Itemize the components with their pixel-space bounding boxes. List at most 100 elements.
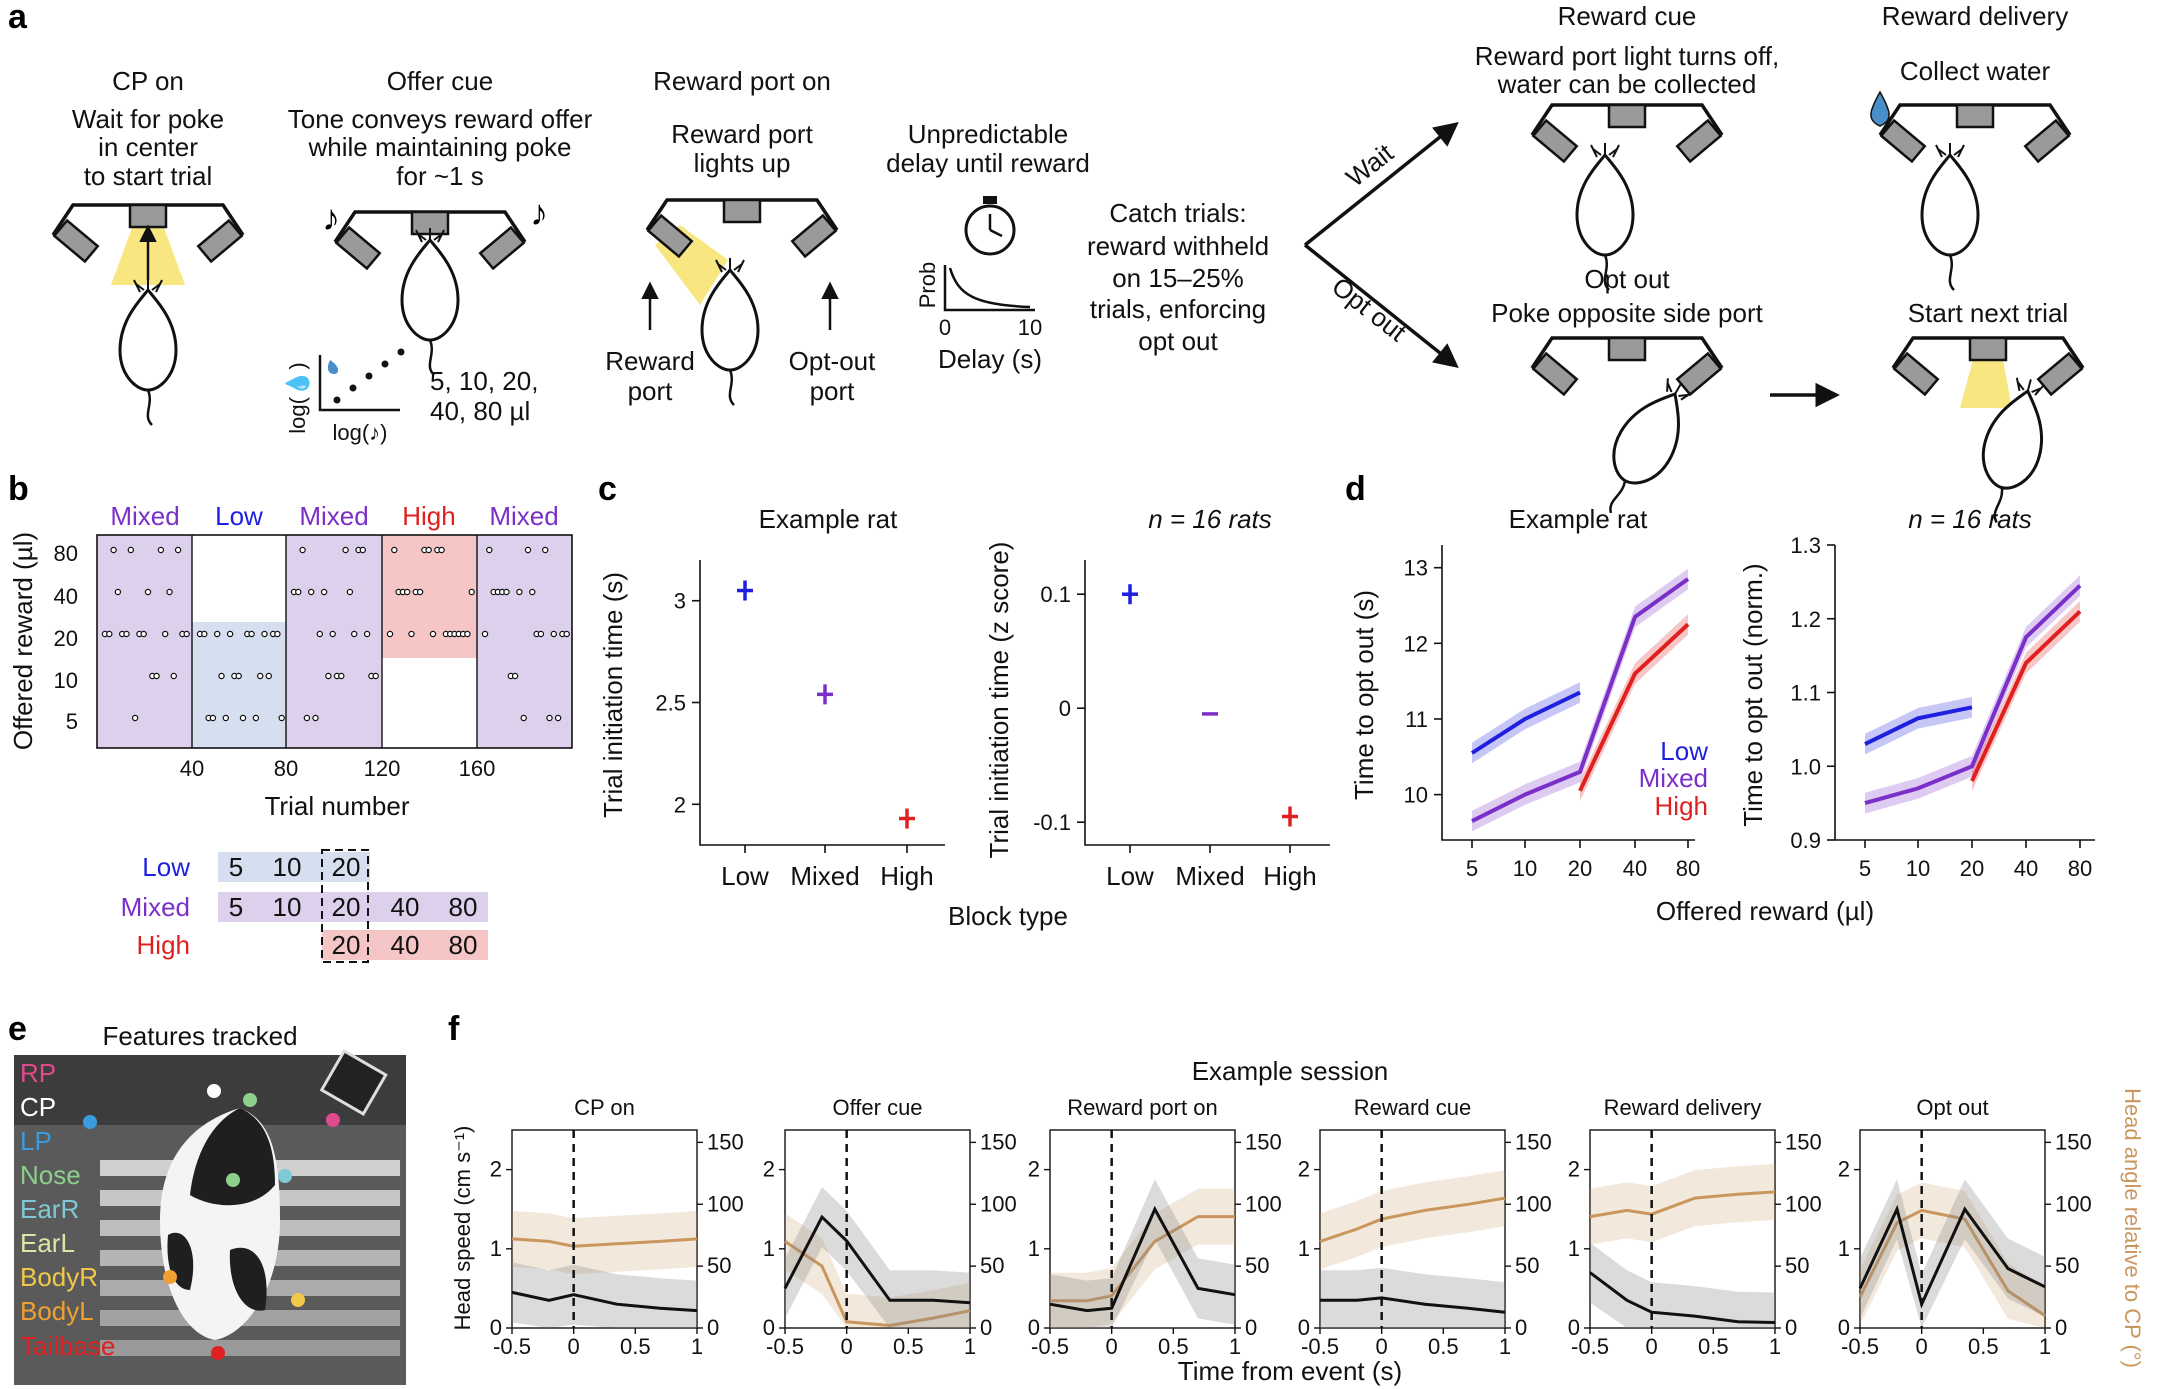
legend-low-v1: 5 xyxy=(229,852,243,882)
f-frame xyxy=(784,1129,971,1329)
trial-dot xyxy=(201,630,208,638)
trial-dot xyxy=(329,630,336,638)
legend-mixed-v3: 20 xyxy=(332,892,361,922)
d-example-title: Example rat xyxy=(1509,504,1648,534)
f-xtick-label: 0.5 xyxy=(620,1334,651,1359)
block-label-mixed-3: Mixed xyxy=(489,501,558,531)
f-ytick-right-label: 0 xyxy=(707,1315,719,1340)
f-ytick-left-label: 2 xyxy=(1028,1157,1040,1182)
c-pop-ylabel: Trial initiation time (z score) xyxy=(984,542,1014,859)
offer-cue-desc-3: for ~1 s xyxy=(396,161,483,191)
bodyr-marker xyxy=(291,1293,305,1307)
f-xtick-label: 0.5 xyxy=(1698,1334,1729,1359)
trial-dot xyxy=(416,588,424,596)
f-ytick-right-label: 150 xyxy=(1785,1129,1822,1154)
trial-dot xyxy=(537,630,545,638)
next-trial-title: Start next trial xyxy=(1908,298,2068,328)
f-ytick-left-label: 1 xyxy=(1838,1236,1850,1261)
trial-dot xyxy=(391,546,398,554)
trial-dot xyxy=(363,630,371,638)
catch-trials-text: Catch trials: reward withheld on 15–25% … xyxy=(1087,198,1269,356)
trial-dot xyxy=(295,588,302,596)
feature-earl: EarL xyxy=(20,1228,75,1258)
b-xtick-40: 40 xyxy=(180,756,204,781)
delay-xlabel: Delay (s) xyxy=(938,344,1042,374)
f-frame xyxy=(1859,1129,2046,1329)
f-ytick-right-label: 100 xyxy=(980,1191,1017,1216)
legend-low-label: Low xyxy=(142,852,190,882)
f-angle-line xyxy=(784,1240,971,1328)
xtick-label: 5 xyxy=(1466,856,1478,881)
f-frame xyxy=(1589,1129,1776,1329)
f-xtick-label: 1 xyxy=(964,1334,976,1359)
legend-high-v2: 40 xyxy=(391,930,420,960)
rp-marker xyxy=(326,1113,340,1127)
trial-dot xyxy=(524,546,532,554)
optout-port-label-2: port xyxy=(810,376,856,406)
optout-label: Opt out xyxy=(1326,271,1412,348)
optout-step: Opt out Poke opposite side port xyxy=(1491,264,1764,527)
ytick-label: 0 xyxy=(1059,696,1071,721)
trial-dot xyxy=(312,714,319,722)
reward-delivery-title: Reward delivery xyxy=(1882,1,2068,31)
f-speed-band xyxy=(1590,1242,1775,1328)
f-ytick-right-label: 150 xyxy=(1245,1129,1282,1154)
xtick-label: 10 xyxy=(1513,856,1537,881)
trial-dot xyxy=(308,588,315,596)
reward-cue-desc-1: Reward port light turns off, xyxy=(1475,41,1779,71)
c-ex-xtick-low: Low xyxy=(721,861,769,891)
music-note-right-icon: ♪ xyxy=(530,192,548,233)
trial-dot xyxy=(239,714,247,722)
c-pop-xtick-high: High xyxy=(1263,861,1316,891)
block-label-mixed-2: Mixed xyxy=(299,501,368,531)
trial-dot xyxy=(265,672,272,680)
trial-dot xyxy=(299,546,306,554)
f-ytick-left-label: 1 xyxy=(1568,1236,1580,1261)
trial-dot xyxy=(257,672,264,680)
offer-inset-ylabel: log(💧) xyxy=(285,362,310,433)
reward-delivery-box xyxy=(1878,103,2072,164)
cp-marker xyxy=(207,1084,221,1098)
f-angle-line xyxy=(1319,1196,1506,1243)
f-ytick-right-label: 100 xyxy=(707,1191,744,1216)
f-angle-band xyxy=(512,1210,697,1275)
feature-rp: RP xyxy=(20,1058,56,1088)
f-xtick-label: 1 xyxy=(2039,1334,2051,1359)
f-speed-band xyxy=(1320,1267,1505,1328)
f-ytick-right-label: 50 xyxy=(707,1253,731,1278)
line-high xyxy=(1970,609,2082,782)
f-speed-band xyxy=(785,1187,970,1328)
d-legend-high: High xyxy=(1655,791,1708,821)
marker-mixed xyxy=(817,684,833,705)
ytick-label: 1.2 xyxy=(1790,607,1821,632)
offer-cue-title: Offer cue xyxy=(387,66,493,96)
marker-low xyxy=(1122,584,1138,605)
f-subplot-title: Reward port on xyxy=(1067,1095,1217,1120)
trial-dots xyxy=(101,546,570,722)
trial-dot xyxy=(157,546,165,554)
cp-rat xyxy=(118,276,178,427)
offer-volumes-2: 40, 80 µl xyxy=(430,396,530,426)
f-xtick-label: -0.5 xyxy=(766,1334,804,1359)
delay-distribution xyxy=(948,267,1031,309)
d-xlabel: Offered reward (µl) xyxy=(1656,896,1874,926)
b-xtick-80: 80 xyxy=(274,756,298,781)
marker-high xyxy=(1282,806,1298,827)
f-ytick-right-label: 50 xyxy=(1245,1253,1269,1278)
trial-dot xyxy=(563,630,570,638)
f-subplot-title: Opt out xyxy=(1916,1095,1988,1120)
trial-dot xyxy=(144,588,152,596)
f-xtick-label: 0.5 xyxy=(1428,1334,1459,1359)
trial-dot xyxy=(429,630,437,638)
f-frame xyxy=(1319,1129,1506,1329)
reward-cue-title: Reward cue xyxy=(1558,1,1697,31)
f-ytick-left-label: 0 xyxy=(1838,1315,1850,1340)
f-angle-line xyxy=(1858,1208,2046,1317)
f-ytick-left-label: 2 xyxy=(1568,1157,1580,1182)
f-ytick-left-label: 1 xyxy=(763,1236,775,1261)
f-xtick-label: -0.5 xyxy=(1841,1334,1879,1359)
